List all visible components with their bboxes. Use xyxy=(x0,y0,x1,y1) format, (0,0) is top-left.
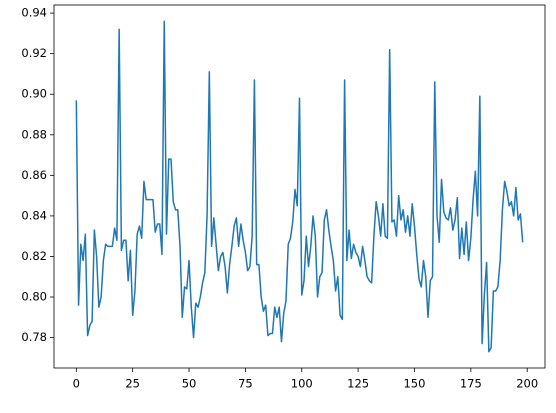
x-tick-label: 75 xyxy=(238,377,253,391)
x-tick-label: 25 xyxy=(125,377,140,391)
x-tick-label: 0 xyxy=(73,377,80,391)
line xyxy=(75,20,524,353)
y-tick-label: 0.80 xyxy=(21,290,47,304)
y-tick-label: 0.86 xyxy=(21,168,47,182)
y-tick-label: 0.90 xyxy=(21,87,47,101)
x-tick-label: 100 xyxy=(291,377,313,391)
x-tick-label: 125 xyxy=(347,377,369,391)
x-tick-label: 150 xyxy=(403,377,425,391)
axes-frame xyxy=(53,4,546,369)
x-tick-label: 50 xyxy=(182,377,197,391)
y-tick-label: 0.94 xyxy=(21,6,47,20)
y-tick-label: 0.82 xyxy=(21,249,47,263)
y-tick-label: 0.92 xyxy=(21,46,47,60)
y-tick-label: 0.78 xyxy=(21,330,47,344)
y-tick-label: 0.88 xyxy=(21,127,47,141)
y-tick-label: 0.84 xyxy=(21,208,47,222)
x-tick-label: 200 xyxy=(516,377,538,391)
x-tick-label: 175 xyxy=(460,377,482,391)
